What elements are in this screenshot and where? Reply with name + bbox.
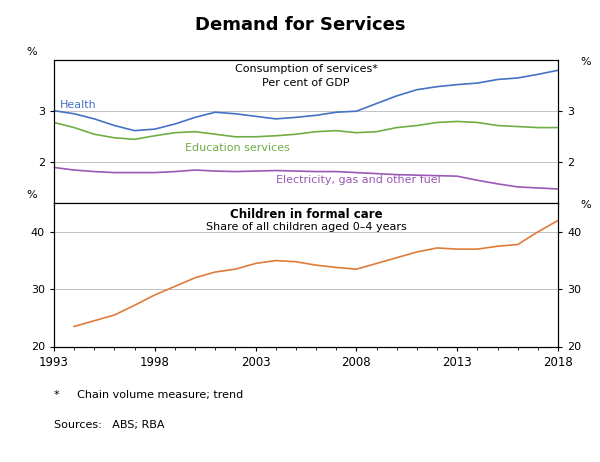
Text: Share of all children aged 0–4 years: Share of all children aged 0–4 years <box>206 207 406 231</box>
Text: *     Chain volume measure; trend: * Chain volume measure; trend <box>54 390 243 401</box>
Y-axis label: %: % <box>580 201 591 210</box>
Y-axis label: %: % <box>26 47 37 57</box>
Text: Health: Health <box>60 100 97 109</box>
Text: Sources:   ABS; RBA: Sources: ABS; RBA <box>54 420 164 431</box>
Y-axis label: %: % <box>580 57 591 67</box>
Text: Education services: Education services <box>185 143 290 153</box>
Text: Children in formal care: Children in formal care <box>230 207 382 220</box>
Text: Consumption of services*
Per cent of GDP: Consumption of services* Per cent of GDP <box>235 64 377 88</box>
Text: Demand for Services: Demand for Services <box>195 17 405 34</box>
Text: Electricity, gas and other fuel: Electricity, gas and other fuel <box>276 176 440 185</box>
Y-axis label: %: % <box>26 190 37 201</box>
